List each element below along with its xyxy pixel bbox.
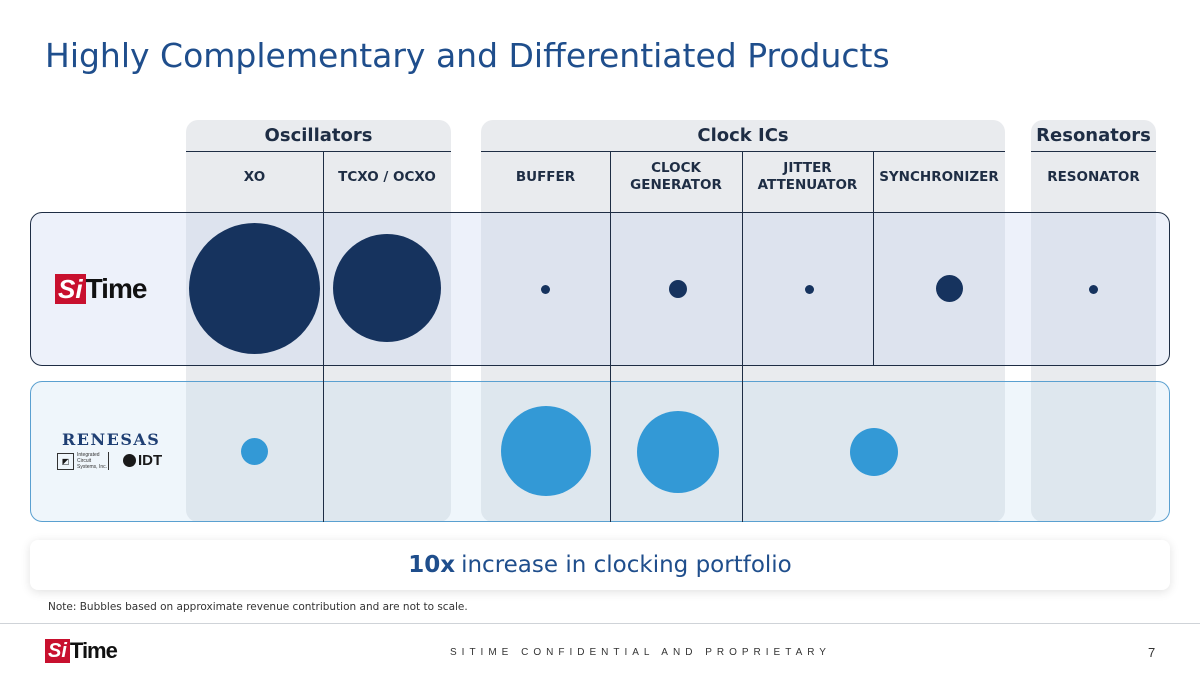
- column-header-resonator: RESONATOR: [1047, 168, 1140, 185]
- renesas-clock-generator-bubble: [637, 411, 719, 493]
- renesas-xo-bubble: [241, 438, 268, 465]
- column-divider: [323, 152, 324, 522]
- column-header-tcxo: TCXO / OCXO: [338, 168, 436, 185]
- column-header-synchronizer: SYNCHRONIZER: [879, 168, 999, 185]
- ics-logo-text: Integrated Circuit Systems, Inc.: [77, 452, 108, 470]
- sitime-synchronizer-bubble: [936, 275, 963, 302]
- group-header-oscillators: Oscillators: [264, 125, 373, 146]
- group-header-clock-ics: Clock ICs: [697, 125, 789, 146]
- ics-mark-icon: ◩: [57, 452, 74, 470]
- ics-logo: ◩ Integrated Circuit Systems, Inc.: [57, 452, 113, 470]
- renesas-logo: RENESAS: [62, 430, 161, 449]
- group-rule: [481, 151, 1005, 152]
- footer-logo-time: Time: [69, 638, 118, 663]
- sitime-xo-bubble: [189, 223, 320, 354]
- page-number: 7: [1148, 645, 1156, 660]
- portfolio-callout: 10x increase in clocking portfolio: [30, 540, 1170, 590]
- group-header-resonators: Resonators: [1036, 125, 1151, 146]
- sitime-buffer-bubble: [541, 285, 550, 294]
- callout-highlight: 10x: [408, 552, 456, 578]
- group-rule: [1031, 151, 1156, 152]
- idt-logo-text: IDT: [138, 452, 163, 469]
- column-header-buffer: BUFFER: [515, 168, 576, 185]
- idt-logo: IDT: [123, 452, 162, 469]
- column-divider: [742, 152, 743, 522]
- column-divider: [610, 152, 611, 522]
- group-rule: [186, 151, 451, 152]
- logo-separator: [108, 452, 109, 470]
- footer-logo-si: Si: [45, 639, 70, 663]
- column-divider: [873, 152, 874, 366]
- renesas-jitter-synchronizer-bubble: [850, 428, 898, 476]
- column-header-xo: XO: [243, 168, 266, 185]
- footnote: Note: Bubbles based on approximate reven…: [48, 601, 468, 613]
- callout-text: increase in clocking portfolio: [461, 552, 792, 578]
- footer-divider: [0, 623, 1200, 624]
- renesas-row: [30, 381, 1170, 522]
- sitime-tcxo-bubble: [333, 234, 441, 342]
- sitime-jitter-bubble: [805, 285, 814, 294]
- sitime-resonator-bubble: [1089, 285, 1098, 294]
- sitime-logo-time: Time: [85, 273, 148, 304]
- resonators-column-bg: [1031, 120, 1156, 522]
- renesas-buffer-bubble: [501, 406, 591, 496]
- sitime-clock-generator-bubble: [669, 280, 687, 298]
- confidential-label: SITIME CONFIDENTIAL AND PROPRIETARY: [450, 647, 831, 658]
- sitime-logo: Si Time: [55, 273, 148, 305]
- idt-circle-icon: [123, 454, 136, 467]
- sitime-logo-si: Si: [55, 274, 86, 304]
- column-header-clock-generator: CLOCK GENERATOR: [630, 160, 722, 193]
- slide-title: Highly Complementary and Differentiated …: [45, 36, 890, 75]
- column-header-jitter-attenuator: JITTER ATTENUATOR: [757, 160, 858, 193]
- footer-sitime-logo: Si Time: [45, 638, 118, 664]
